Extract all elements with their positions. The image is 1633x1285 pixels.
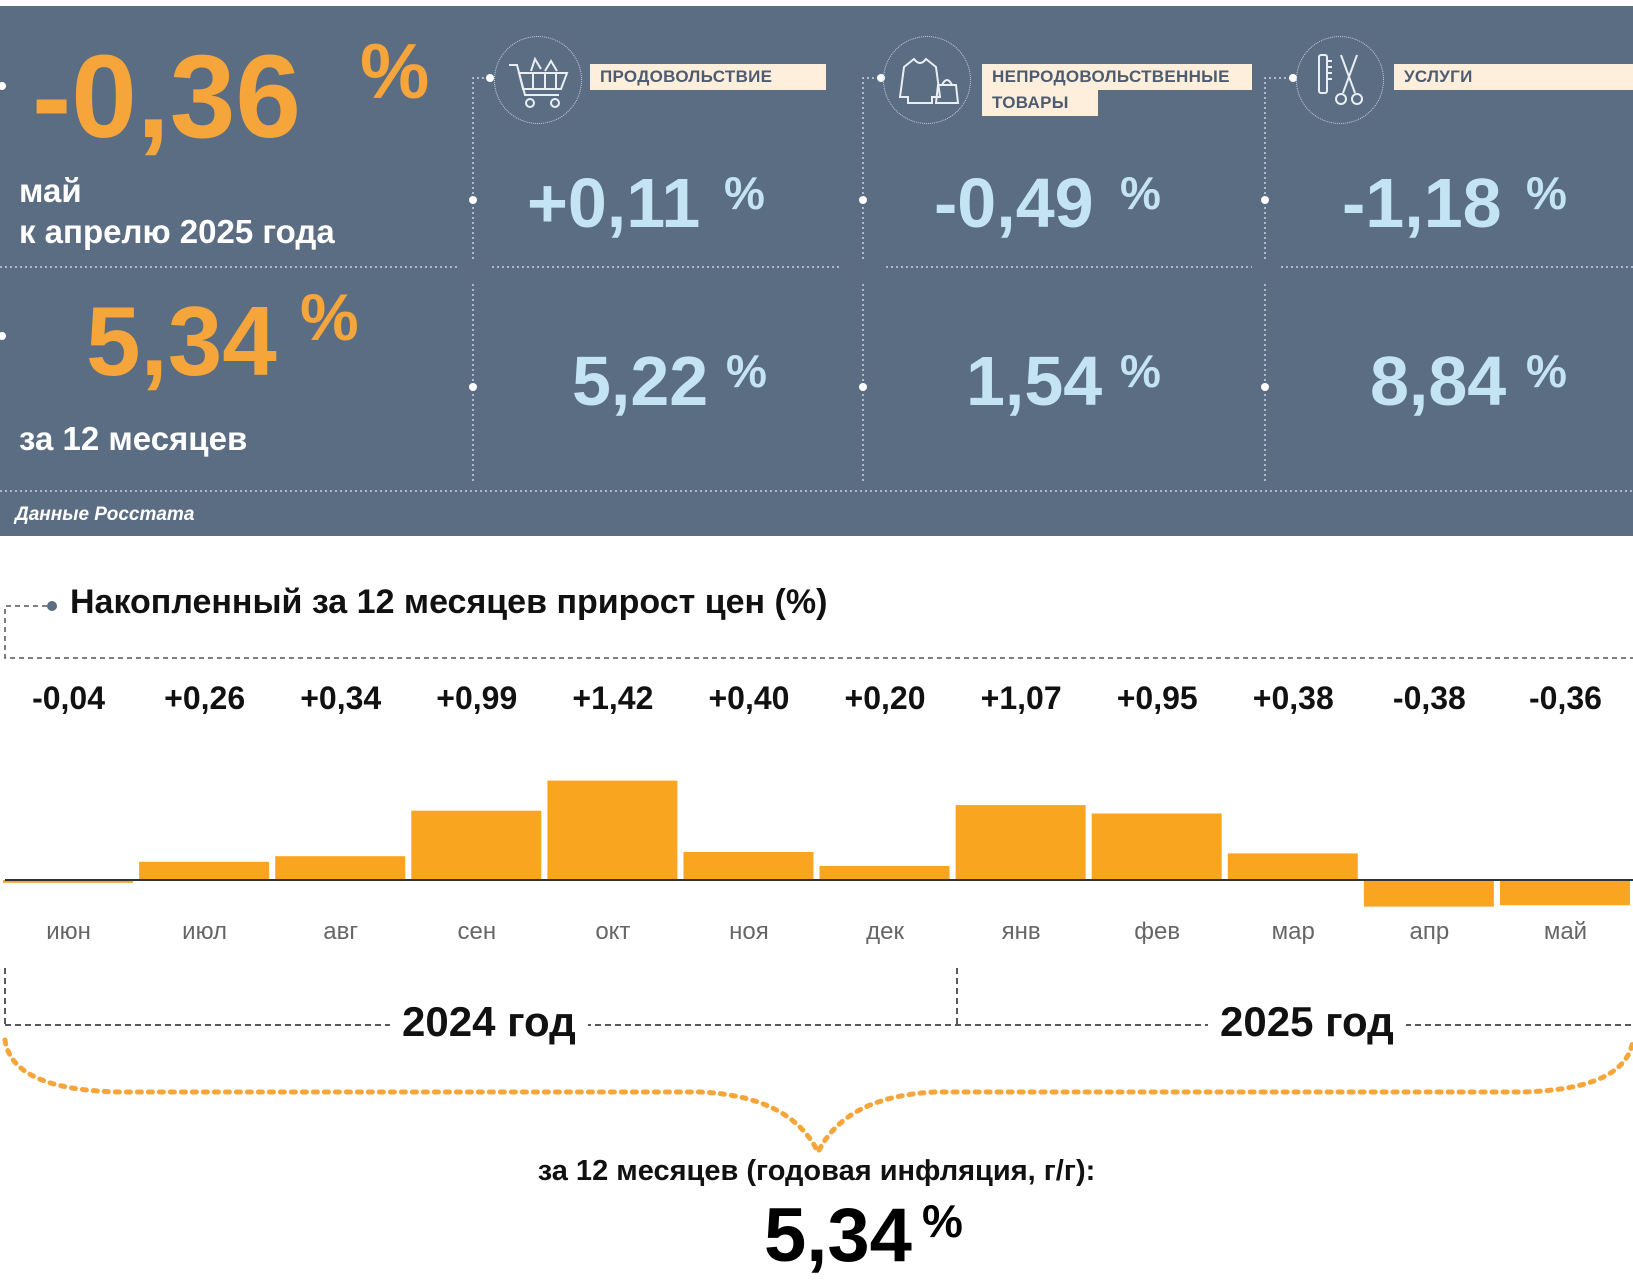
value-label-май: -0,36 bbox=[1528, 680, 1602, 716]
food-annual-value: 5,22 bbox=[572, 342, 709, 420]
services-annual-value: 8,84 bbox=[1370, 342, 1507, 420]
value-label-окт: +1,42 bbox=[572, 680, 654, 716]
food-monthly-unit: % bbox=[724, 167, 765, 219]
food-annual-unit: % bbox=[726, 345, 767, 397]
month-label-фев: фев bbox=[1134, 918, 1181, 945]
year-label-2024: 2024 год bbox=[390, 998, 588, 1046]
category-label-nonfood-line1: НЕПРОДОВОЛЬСТВЕННЫЕ bbox=[982, 64, 1252, 90]
bar-апр bbox=[1363, 880, 1494, 907]
month-label-дек: дек bbox=[866, 918, 904, 945]
monthly-label-line1: май bbox=[19, 172, 82, 209]
monthly-headline-value: -0,36 bbox=[32, 31, 301, 163]
annual-inflation-unit: % bbox=[922, 1195, 963, 1247]
shopping-cart-icon bbox=[494, 36, 582, 124]
month-label-окт: окт bbox=[595, 918, 631, 945]
category-label-nonfood-line2: ТОВАРЫ bbox=[982, 90, 1098, 116]
month-label-июл: июл bbox=[182, 918, 228, 945]
annual-headline-value: 5,34 bbox=[86, 286, 277, 396]
bar-ноя bbox=[683, 852, 814, 880]
chart-title: Накопленный за 12 месяцев прирост цен (%… bbox=[70, 583, 828, 621]
bar-авг bbox=[275, 856, 406, 880]
panel-decorations bbox=[0, 74, 1633, 492]
summary-panel: -0,36 % май к апрелю 2025 года 5,34 % за… bbox=[0, 6, 1633, 536]
nonfood-monthly-value: -0,49 bbox=[934, 164, 1094, 242]
bar-июл bbox=[139, 861, 270, 880]
value-label-дек: +0,20 bbox=[844, 680, 926, 716]
value-label-апр: -0,38 bbox=[1392, 680, 1466, 716]
bar-май bbox=[1499, 880, 1630, 906]
month-label-авг: авг bbox=[323, 918, 359, 945]
year-label-2025: 2025 год bbox=[1208, 998, 1406, 1046]
nonfood-monthly-unit: % bbox=[1120, 167, 1161, 219]
bar-окт bbox=[547, 780, 678, 880]
value-label-сен: +0,99 bbox=[436, 680, 518, 716]
bar-мар bbox=[1227, 853, 1358, 880]
category-label-services: УСЛУГИ bbox=[1394, 64, 1633, 90]
bar-сен bbox=[411, 810, 542, 880]
month-label-июн: июн bbox=[46, 918, 91, 945]
annual-label: за 12 месяцев bbox=[19, 420, 248, 457]
value-label-фев: +0,95 bbox=[1116, 680, 1198, 716]
bar-июн bbox=[3, 880, 134, 883]
value-label-мар: +0,38 bbox=[1252, 680, 1334, 716]
annual-headline-unit: % bbox=[300, 280, 359, 354]
value-label-ноя: +0,40 bbox=[708, 680, 790, 716]
annual-inflation-value: 5,34 bbox=[764, 1193, 912, 1278]
bar-фев bbox=[1091, 813, 1222, 880]
category-label-food: ПРОДОВОЛЬСТВИЕ bbox=[590, 64, 826, 90]
month-label-мар: мар bbox=[1271, 918, 1315, 945]
services-monthly-value: -1,18 bbox=[1342, 164, 1502, 242]
bar-янв bbox=[955, 805, 1086, 880]
annual-inflation-label: за 12 месяцев (годовая инфляция, г/г): bbox=[537, 1155, 1096, 1187]
value-label-июн: -0,04 bbox=[32, 680, 105, 716]
source-note: Данные Росстата bbox=[15, 504, 195, 525]
services-monthly-unit: % bbox=[1526, 167, 1567, 219]
month-label-май: май bbox=[1543, 918, 1588, 945]
nonfood-annual-value: 1,54 bbox=[966, 342, 1103, 420]
value-label-янв: +1,07 bbox=[980, 680, 1062, 716]
scissors-comb-icon bbox=[1296, 36, 1384, 124]
monthly-headline-unit: % bbox=[360, 27, 430, 115]
month-label-ноя: ноя bbox=[729, 918, 769, 945]
month-label-янв: янв bbox=[1001, 918, 1041, 945]
bar-chart bbox=[3, 780, 1633, 907]
month-label-сен: сен bbox=[457, 918, 497, 945]
value-label-июл: +0,26 bbox=[164, 680, 246, 716]
food-monthly-value: +0,11 bbox=[527, 164, 701, 242]
nonfood-annual-unit: % bbox=[1120, 345, 1161, 397]
month-label-апр: апр bbox=[1409, 918, 1450, 945]
services-annual-unit: % bbox=[1526, 345, 1567, 397]
bar-дек bbox=[819, 866, 950, 880]
monthly-label-line2: к апрелю 2025 года bbox=[19, 213, 335, 250]
value-label-авг: +0,34 bbox=[300, 680, 382, 716]
clothing-bag-icon bbox=[883, 36, 971, 124]
